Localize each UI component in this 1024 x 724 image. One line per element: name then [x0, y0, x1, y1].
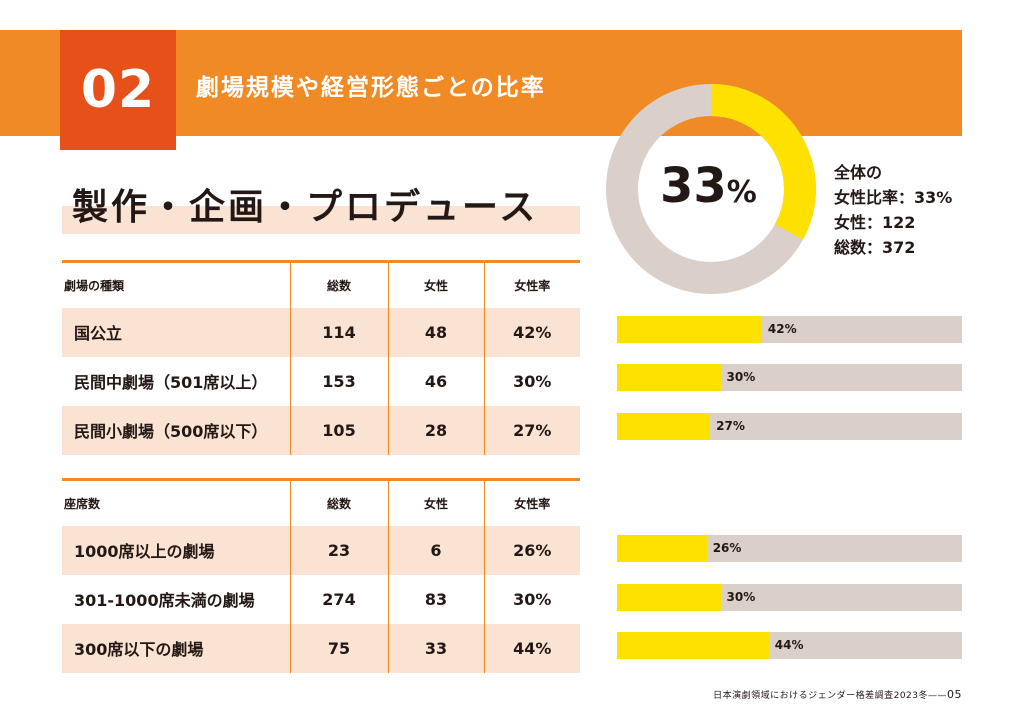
row-rate: 44% — [483, 623, 580, 673]
rate-bar: 44% — [617, 632, 962, 659]
summary-line: 全体の — [834, 163, 883, 182]
rate-bar-fill — [617, 364, 721, 391]
column-header: 総数 — [289, 479, 388, 526]
column-header: 女性 — [387, 261, 484, 308]
rate-bar-label: 26% — [712, 541, 742, 555]
row-label: 301-1000席未満の劇場 — [74, 591, 255, 610]
summary-line: 女性：122 — [834, 213, 916, 232]
row-total: 75 — [289, 623, 388, 673]
rate-bar: 42% — [617, 316, 962, 343]
table-row: 1000席以上の劇場 23 6 26% — [62, 525, 580, 575]
row-female: 83 — [387, 574, 484, 624]
row-female: 6 — [387, 525, 484, 575]
rate-bar-fill — [617, 535, 707, 562]
column-header: 座席数 — [64, 496, 101, 511]
column-header: 女性率 — [483, 479, 580, 526]
rate-bar-fill — [617, 584, 721, 611]
rate-bar-label: 44% — [774, 638, 804, 652]
rate-bar-fill — [617, 413, 711, 440]
row-label: 民間小劇場（500席以下） — [62, 405, 290, 455]
column-header: 総数 — [289, 261, 388, 308]
theater-type-table: 劇場の種類 総数 女性 女性率 国公立 114 48 42% 民間中劇場（501… — [62, 260, 580, 455]
section-title: 製作・企画・プロデュース — [72, 187, 539, 228]
rate-bar: 27% — [617, 413, 962, 440]
rate-bar: 30% — [617, 584, 962, 611]
row-rate: 42% — [483, 307, 580, 357]
summary-line: 総数：372 — [834, 238, 916, 257]
table-header-row: 座席数 総数 女性 女性率 — [62, 479, 580, 526]
row-female: 33 — [387, 623, 484, 673]
rate-bar-label: 27% — [716, 419, 745, 433]
rate-bar-fill — [617, 316, 762, 343]
section-title-highlight — [62, 206, 580, 234]
footer-text: 日本演劇領域におけるジェンダー格差調査2023冬 — [713, 691, 928, 701]
rate-bar-fill — [617, 632, 769, 659]
row-female: 46 — [387, 356, 484, 406]
table-row: 300席以下の劇場 75 33 44% — [62, 623, 580, 673]
overall-percent-label: 33% — [660, 158, 778, 214]
table-row: 民間小劇場（500席以下） 105 28 27% — [62, 405, 580, 455]
row-rate: 26% — [483, 525, 580, 575]
row-total: 274 — [289, 574, 388, 624]
row-label: 民間中劇場（501席以上） — [74, 373, 268, 392]
overall-donut-chart — [606, 84, 816, 294]
rate-bar-label: 30% — [726, 590, 756, 604]
header-banner: 02 — [0, 30, 962, 150]
rate-bar: 30% — [617, 364, 962, 391]
row-rate: 27% — [483, 405, 580, 455]
donut-female-share — [606, 84, 816, 294]
column-header: 劇場の種類 — [64, 278, 125, 293]
table-header-row: 劇場の種類 総数 女性 女性率 — [62, 261, 580, 308]
table-row: 民間中劇場（501席以上） 153 46 30% — [62, 356, 580, 406]
row-label: 300席以下の劇場 — [62, 623, 290, 673]
table-row: 国公立 114 48 42% — [62, 307, 580, 357]
row-label: 国公立 — [62, 307, 290, 357]
row-female: 28 — [387, 405, 484, 455]
page-number: 05 — [947, 688, 962, 701]
row-rate: 30% — [483, 574, 580, 624]
section-number: 02 — [60, 30, 176, 150]
rate-bar: 26% — [617, 535, 962, 562]
table-row: 301-1000席未満の劇場 274 83 30% — [62, 574, 580, 624]
footer: 日本演劇領域におけるジェンダー格差調査2023冬——05 — [713, 688, 962, 701]
footer-dash: —— — [928, 691, 947, 701]
row-label: 1000席以上の劇場 — [62, 525, 290, 575]
overall-percent-number: 33 — [660, 158, 727, 214]
overall-summary: 全体の 女性比率：33% 女性：122 総数：372 — [834, 160, 952, 260]
rate-bar-label: 30% — [726, 370, 756, 384]
rate-bar-label: 42% — [767, 322, 797, 336]
summary-line: 女性比率：33% — [834, 188, 953, 207]
row-female: 48 — [387, 307, 484, 357]
overall-percent-sign: % — [726, 175, 757, 210]
row-total: 23 — [289, 525, 388, 575]
row-rate: 30% — [483, 356, 580, 406]
row-total: 105 — [289, 405, 388, 455]
column-header: 女性率 — [483, 261, 580, 308]
column-header: 女性 — [387, 479, 484, 526]
row-total: 153 — [289, 356, 388, 406]
page-title: 劇場規模や経営形態ごとの比率 — [196, 75, 546, 101]
seat-count-table: 座席数 総数 女性 女性率 1000席以上の劇場 23 6 26% 301-10… — [62, 478, 580, 673]
row-total: 114 — [289, 307, 388, 357]
